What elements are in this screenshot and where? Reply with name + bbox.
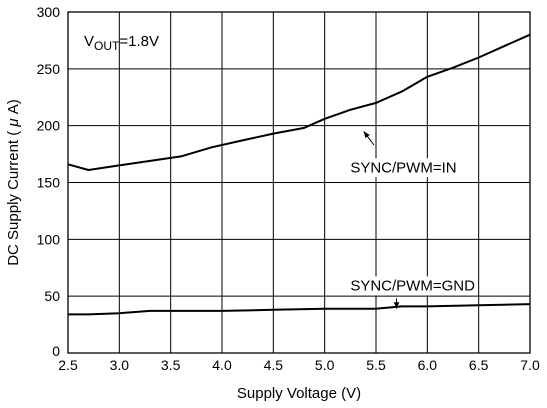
series-layer — [67, 33, 531, 316]
y-axis-label: DC Supply Current ( μ A) — [5, 99, 22, 266]
callouts: SYNC/PWM=IN SYNC/PWM=GND — [348, 131, 478, 309]
vout-sub: OUT — [94, 39, 120, 53]
series-line-1 — [68, 303, 531, 316]
y-tick-label: 300 — [37, 4, 61, 20]
x-tick-label: 6.0 — [418, 357, 438, 373]
series-label-1: SYNC/PWM=GND — [350, 277, 475, 294]
y-tick-label: 0 — [52, 343, 60, 359]
series-label-bg — [348, 276, 478, 296]
y-tick-label: 250 — [37, 61, 61, 77]
vout-value: =1.8V — [119, 33, 159, 50]
callout-arrowhead — [363, 131, 370, 139]
series-label-0: SYNC/PWM=IN — [350, 159, 456, 176]
x-tick-label: 4.0 — [212, 357, 232, 373]
vout-annotation: VOUT=1.8V — [84, 33, 159, 53]
plot-frame — [67, 11, 531, 354]
y-tick-label: 50 — [44, 288, 60, 304]
vout-main: V — [84, 33, 94, 50]
series-line-0 — [67, 33, 531, 171]
tick-labels: 2.5 3.0 3.5 4.0 4.5 5.0 5.5 6.0 6.5 7.0 0 50 100 150 2… — [37, 4, 540, 373]
grid — [67, 11, 531, 354]
y-tick-label: 100 — [37, 231, 61, 247]
x-tick-label: 4.5 — [264, 357, 284, 373]
x-tick-label: 3.5 — [161, 357, 181, 373]
y-axis-label-mu: μ — [5, 118, 22, 127]
x-tick-label: 5.5 — [366, 357, 386, 373]
callout-arrowhead — [393, 302, 400, 309]
y-axis-label-prefix: DC Supply Current ( — [5, 127, 22, 266]
x-tick-label: 3.0 — [110, 357, 130, 373]
x-tick-label: 7.0 — [520, 357, 540, 373]
x-tick-label: 6.5 — [469, 357, 489, 373]
series-label-bg — [348, 158, 459, 178]
x-tick-label: 5.0 — [315, 357, 335, 373]
x-tick-label: 2.5 — [58, 357, 78, 373]
y-tick-label: 200 — [37, 118, 61, 134]
y-axis-label-suffix: A) — [5, 99, 22, 118]
y-tick-label: 150 — [37, 175, 61, 191]
x-axis-label: Supply Voltage (V) — [237, 385, 361, 402]
